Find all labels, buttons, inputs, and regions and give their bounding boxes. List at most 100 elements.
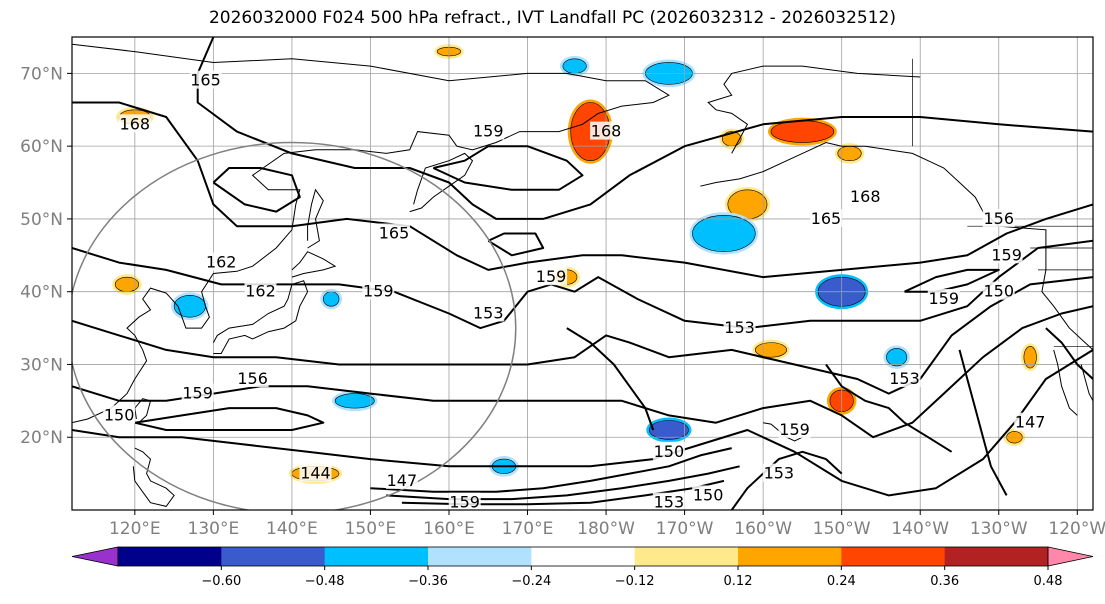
lon-tick-label: 160°E xyxy=(423,519,475,539)
contour-label: 150 xyxy=(693,485,724,504)
colorbar-tick-label: −0.36 xyxy=(408,574,448,589)
colorbar-tick-label: 0.24 xyxy=(827,574,856,589)
colorbar-segment xyxy=(944,547,1049,566)
contour-label-bg xyxy=(236,369,269,388)
contour-line xyxy=(72,305,1093,439)
lon-tick-label: 150°E xyxy=(345,519,397,539)
contour-label: 153 xyxy=(889,369,920,388)
contour-label: 159 xyxy=(473,122,504,141)
contour-label-bg xyxy=(982,281,1015,300)
lon-tick-label: 140°W xyxy=(891,519,949,539)
radius-circle xyxy=(72,141,517,510)
contour-label: 162 xyxy=(245,282,276,301)
contour-label-bg xyxy=(849,187,882,206)
anomaly-shading xyxy=(323,291,340,307)
lat-tick-label: 40°N xyxy=(20,283,63,303)
coastline xyxy=(700,141,1093,351)
anomaly-shading xyxy=(648,420,689,440)
contour-label-bg xyxy=(590,121,623,140)
lon-tick-label: 120°E xyxy=(109,519,161,539)
lat-tick-label: 20°N xyxy=(20,428,63,448)
coastline xyxy=(307,188,324,249)
contour-label: 168 xyxy=(591,122,622,141)
contour-label: 165 xyxy=(190,71,221,90)
colorbar-segment xyxy=(634,547,739,566)
colorbar-tick-label: 0.12 xyxy=(724,574,753,589)
contour-label-bg xyxy=(244,281,277,300)
contour-label-bg xyxy=(299,463,332,482)
contour-label-bg xyxy=(362,281,395,300)
colorbar-max-extend xyxy=(1047,546,1094,567)
contour-line xyxy=(730,450,843,510)
lon-tick-label: 170°E xyxy=(502,519,554,539)
map-frame xyxy=(71,36,1094,511)
lat-tick-label: 30°N xyxy=(20,355,63,375)
contour-label: 144 xyxy=(300,464,331,483)
coastline xyxy=(1080,364,1093,402)
contour-line xyxy=(212,167,301,213)
contour-label: 153 xyxy=(654,493,685,512)
coastline xyxy=(1053,349,1078,416)
anomaly-shading xyxy=(754,342,787,358)
contour-label-bg xyxy=(118,114,151,133)
colorbar-tick-label: −0.24 xyxy=(511,574,551,589)
map-title: 2026032000 F024 500 hPa refract., IVT La… xyxy=(208,8,896,28)
anomaly-shading xyxy=(692,214,756,252)
contour-label-bg xyxy=(472,121,505,140)
colorbar-tick-label: −0.60 xyxy=(201,574,241,589)
contour-line xyxy=(825,363,953,453)
coastline xyxy=(212,280,309,354)
contour-label: 162 xyxy=(206,253,237,272)
colorbar-tick-label: −0.12 xyxy=(615,574,655,589)
contour-label-bg xyxy=(652,492,685,510)
anomaly-shading xyxy=(173,295,206,318)
colorbar-min-extend xyxy=(71,546,119,567)
lat-tick-label: 60°N xyxy=(20,137,63,157)
contour-label-bg xyxy=(762,463,795,482)
colorbar-segment xyxy=(738,547,842,566)
colorbar-segment xyxy=(324,547,429,566)
colorbar-tick-label: −0.48 xyxy=(305,574,345,589)
contour-label: 159 xyxy=(779,420,810,439)
coastline xyxy=(291,251,337,278)
lon-tick-label: 180°W xyxy=(577,519,635,539)
anomaly-shading xyxy=(770,120,835,143)
colorbar-segment xyxy=(118,547,222,566)
contour-label: 159 xyxy=(536,267,567,286)
contour-line xyxy=(432,145,584,191)
contour-label: 156 xyxy=(237,369,268,388)
contour-label: 165 xyxy=(811,209,842,228)
anomaly-shading xyxy=(886,348,908,367)
contour-label: 159 xyxy=(449,493,480,512)
contour-label-bg xyxy=(888,369,921,388)
lon-tick-label: 150°W xyxy=(813,519,871,539)
colorbar-segment xyxy=(531,547,636,566)
contour-line xyxy=(1045,327,1093,380)
contour-label-bg xyxy=(535,267,568,286)
lon-tick-label: 170°W xyxy=(656,519,714,539)
contour-label-bg xyxy=(385,470,418,489)
contour-label-bg xyxy=(982,208,1015,227)
contour-label: 150 xyxy=(104,405,135,424)
contour-label-bg xyxy=(378,223,411,242)
anomaly-shading xyxy=(1023,345,1037,369)
contour-label: 159 xyxy=(929,289,960,308)
contour-label: 153 xyxy=(724,318,755,337)
contour-label: 150 xyxy=(654,442,685,461)
contour-line xyxy=(72,101,1093,279)
contour-label: 168 xyxy=(120,114,151,133)
contour-line xyxy=(958,349,1008,496)
contour-label-bg xyxy=(472,303,505,322)
lat-tick-label: 70°N xyxy=(20,64,63,84)
contour-label: 159 xyxy=(991,245,1022,264)
anomaly-shading xyxy=(334,393,375,409)
coastline xyxy=(707,65,921,154)
contour-line xyxy=(370,447,732,493)
contour-line xyxy=(566,327,655,431)
contour-label: 153 xyxy=(764,464,795,483)
coastline xyxy=(132,447,175,507)
contour-line xyxy=(134,407,325,431)
lon-tick-label: 130°W xyxy=(970,519,1028,539)
contour-label-bg xyxy=(189,70,222,89)
contour-label-bg xyxy=(103,405,136,424)
